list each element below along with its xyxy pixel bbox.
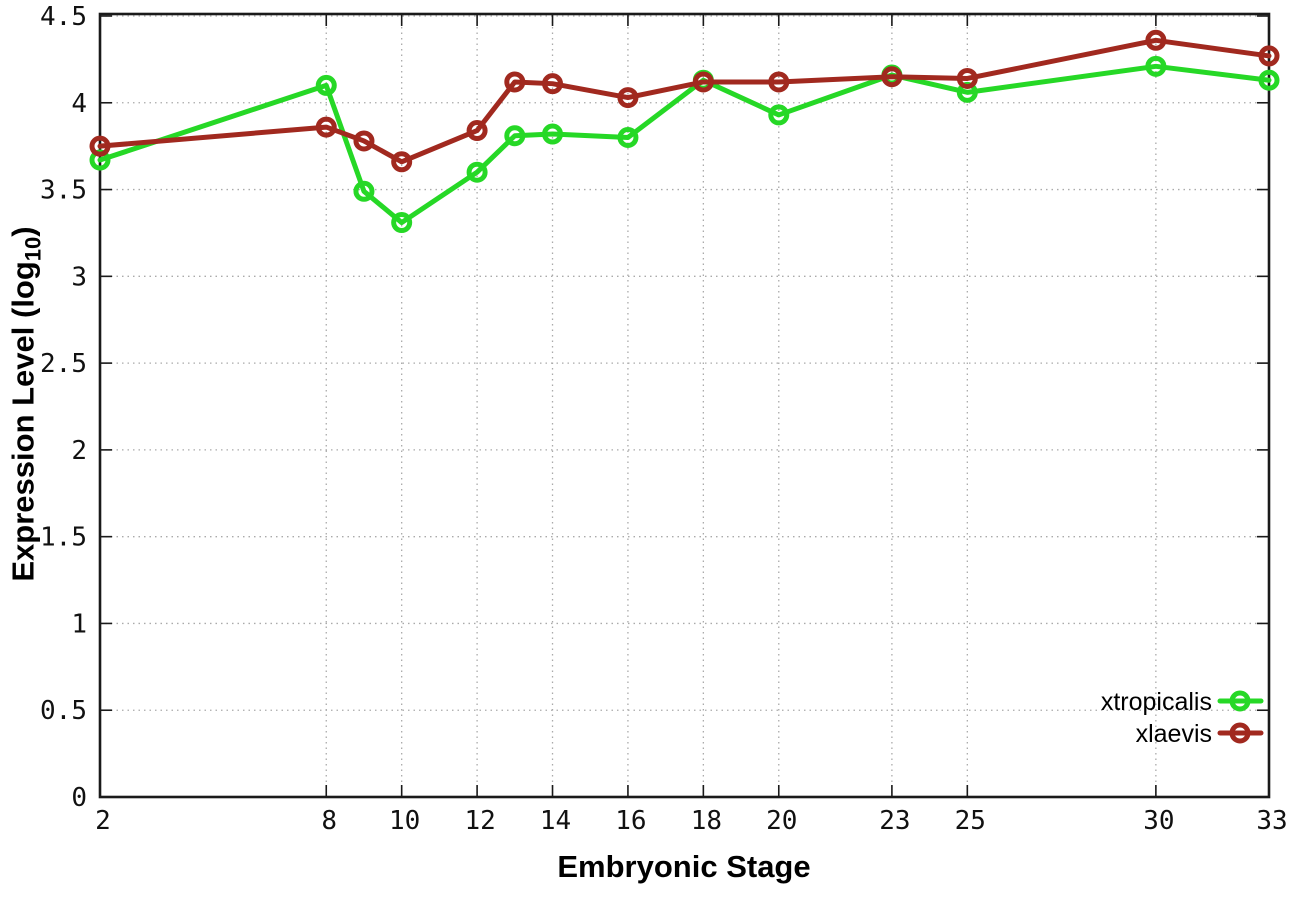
data-point-xlaevis <box>315 116 337 138</box>
x-axis-title: Embryonic Stage <box>557 849 811 884</box>
y-axis-tick-label: 0.5 <box>40 696 87 726</box>
data-point-xlaevis <box>692 71 714 93</box>
data-point-xlaevis <box>768 71 790 93</box>
y-axis-tick-label: 4 <box>71 89 87 119</box>
data-point-xlaevis <box>89 135 111 157</box>
y-axis-title-text: Expression Level (log <box>5 261 41 582</box>
x-axis-tick-label: 12 <box>464 806 495 836</box>
x-axis-tick-label: 33 <box>1256 806 1287 836</box>
y-axis-tick-label: 2 <box>71 436 87 466</box>
data-point-xtropicalis <box>542 123 564 145</box>
data-point-xlaevis <box>466 120 488 142</box>
data-point-xtropicalis <box>315 74 337 96</box>
x-axis-tick-label: 14 <box>540 806 571 836</box>
y-axis-tick-label: 1 <box>71 609 87 639</box>
y-axis-title-subscript: 10 <box>20 236 46 262</box>
data-point-xtropicalis <box>466 161 488 183</box>
x-axis-tick-label: 2 <box>95 806 111 836</box>
x-axis-tick-label: 23 <box>879 806 910 836</box>
y-axis-title: Expression Level (log10) <box>5 226 46 581</box>
data-point-xtropicalis <box>768 104 790 126</box>
x-axis-tick-label: 30 <box>1143 806 1174 836</box>
y-axis-tick-label: 3 <box>71 262 87 292</box>
x-axis-tick-label: 20 <box>766 806 797 836</box>
x-axis-tick-label: 16 <box>615 806 646 836</box>
data-point-xtropicalis <box>391 212 413 234</box>
legend-marker-icon-xlaevis <box>1229 722 1251 744</box>
data-point-xlaevis <box>504 71 526 93</box>
x-axis-tick-label: 10 <box>389 806 420 836</box>
data-point-xtropicalis <box>1258 69 1280 91</box>
data-point-xlaevis <box>391 151 413 173</box>
plot-border <box>98 12 1271 799</box>
y-axis-tick-label: 4.5 <box>40 2 87 32</box>
data-point-xlaevis <box>881 66 903 88</box>
data-point-xlaevis <box>956 67 978 89</box>
y-axis-tick-label: 2.5 <box>40 349 87 379</box>
series-line-xtropicalis <box>97 63 1272 226</box>
y-axis-tick-label: 0 <box>71 783 87 813</box>
data-point-xlaevis <box>1145 29 1167 51</box>
data-point-xlaevis <box>353 130 375 152</box>
data-point-xlaevis <box>617 87 639 109</box>
x-axis-tick-label: 18 <box>691 806 722 836</box>
data-point-xtropicalis <box>504 125 526 147</box>
data-point-xtropicalis <box>353 180 375 202</box>
y-axis-tick-label: 1.5 <box>40 523 87 553</box>
x-axis-tick-label: 25 <box>955 806 986 836</box>
legend-label-xlaevis: xlaevis <box>1136 720 1212 748</box>
y-axis-title-close: ) <box>5 226 41 237</box>
data-point-xlaevis <box>1258 45 1280 67</box>
data-point-xtropicalis <box>617 126 639 148</box>
legend-label-xtropicalis: xtropicalis <box>1101 688 1212 716</box>
legend-marker-icon-xtropicalis <box>1229 690 1251 712</box>
x-axis-tick-label: 8 <box>321 806 337 836</box>
data-point-xlaevis <box>542 73 564 95</box>
data-point-xtropicalis <box>1145 55 1167 77</box>
y-axis-tick-label: 3.5 <box>40 176 87 206</box>
